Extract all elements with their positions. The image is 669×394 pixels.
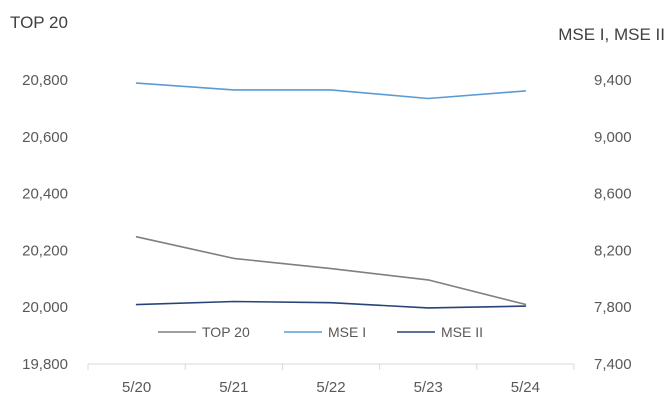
left-tick-label: 20,800 — [22, 72, 68, 89]
left-tick-label: 20,400 — [22, 186, 68, 203]
right-tick-label: 9,000 — [594, 129, 632, 146]
x-tick-label: 5/24 — [511, 379, 540, 394]
right-tick-label: 8,600 — [594, 186, 632, 203]
series-layer — [135, 82, 527, 309]
legend-label: MSE I — [328, 324, 366, 340]
right-axis-title: MSE I, MSE II — [558, 25, 665, 44]
series-line-top-20 — [135, 236, 527, 306]
left-axis-title: TOP 20 — [10, 13, 68, 32]
right-tick-label: 7,400 — [594, 356, 632, 373]
left-tick-label: 20,600 — [22, 129, 68, 146]
right-tick-label: 8,200 — [594, 242, 632, 259]
left-tick-label: 19,800 — [22, 356, 68, 373]
x-tick-label: 5/22 — [316, 379, 345, 394]
right-tick-label: 7,800 — [594, 299, 632, 316]
left-tick-label: 20,000 — [22, 299, 68, 316]
legend-label: TOP 20 — [202, 324, 250, 340]
x-tick-label: 5/23 — [414, 379, 443, 394]
series-line-mse-i — [135, 82, 527, 100]
x-tick-label: 5/21 — [219, 379, 248, 394]
legend: TOP 20 MSE I MSE II — [158, 324, 483, 340]
x-tick-label: 5/20 — [122, 379, 151, 394]
left-tick-label: 20,200 — [22, 242, 68, 259]
right-tick-label: 9,400 — [594, 72, 632, 89]
series-line-mse-ii — [135, 300, 527, 309]
x-axis-ticks: 5/20 5/21 5/22 5/23 5/24 — [87, 364, 575, 394]
right-axis-ticks: 9,400 9,000 8,600 8,200 7,800 7,400 — [594, 72, 632, 373]
legend-label: MSE II — [441, 324, 483, 340]
left-axis-ticks: 20,800 20,600 20,400 20,200 20,000 19,800 — [22, 72, 68, 373]
